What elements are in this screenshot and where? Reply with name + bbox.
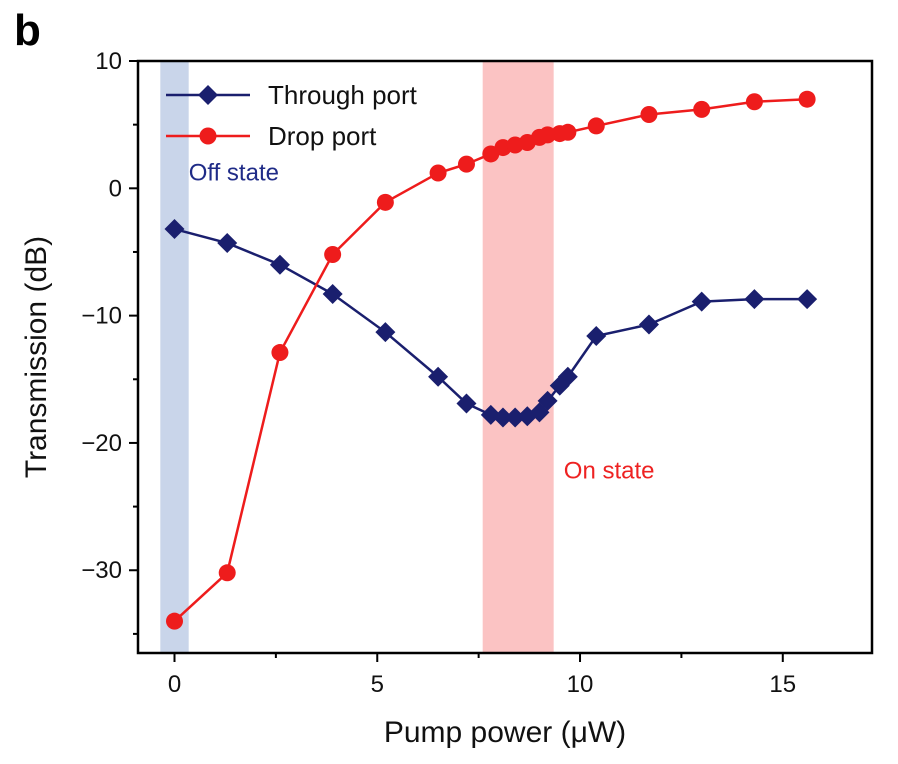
drop-port-point bbox=[165, 612, 183, 630]
legend-diamond-marker bbox=[198, 85, 218, 105]
y-tick-label: 10 bbox=[95, 48, 122, 75]
drop-port-point bbox=[693, 100, 711, 118]
through-port-point bbox=[322, 283, 343, 304]
drop-port-point bbox=[218, 564, 236, 582]
drop-port-point bbox=[429, 164, 447, 182]
x-tick-label: 10 bbox=[567, 671, 594, 698]
through-port-point bbox=[797, 289, 818, 310]
off-state-band bbox=[160, 61, 189, 653]
y-tick-label: −10 bbox=[81, 303, 122, 330]
x-axis-label: Pump power (μW) bbox=[384, 716, 626, 749]
x-tick-label: 15 bbox=[769, 671, 796, 698]
through-port-point bbox=[269, 254, 290, 275]
y-tick-label: 0 bbox=[109, 175, 122, 202]
drop-port-point bbox=[271, 344, 289, 362]
through-port-point bbox=[164, 219, 185, 240]
drop-port-point bbox=[559, 123, 577, 141]
plot-frame bbox=[136, 59, 874, 655]
x-tick-label: 5 bbox=[371, 671, 384, 698]
drop-port-point bbox=[324, 246, 342, 264]
through-port-point bbox=[428, 366, 449, 387]
legend-label: Through port bbox=[268, 80, 418, 110]
through-port-point bbox=[744, 289, 765, 310]
plot-series-group bbox=[164, 90, 818, 630]
through-port-point bbox=[691, 291, 712, 312]
drop-port-point bbox=[376, 193, 394, 211]
on-state-label: On state bbox=[564, 458, 655, 485]
through-port-point bbox=[638, 314, 659, 335]
through-port-point bbox=[537, 390, 558, 411]
through-port-point bbox=[217, 233, 238, 254]
through-port-point bbox=[456, 393, 477, 414]
y-tick-label: −30 bbox=[81, 557, 122, 584]
y-axis-label: Transmission (dB) bbox=[20, 236, 53, 478]
legend-label: Drop port bbox=[268, 121, 377, 151]
drop-port-point bbox=[587, 117, 605, 135]
through-port-point bbox=[586, 325, 607, 346]
drop-port-point bbox=[457, 155, 475, 173]
panel-label: b bbox=[14, 6, 41, 55]
drop-port-point bbox=[745, 93, 763, 111]
legend-circle-marker bbox=[199, 127, 217, 145]
x-tick-label: 0 bbox=[168, 671, 181, 698]
y-tick-label: −20 bbox=[81, 430, 122, 457]
through-port-point bbox=[492, 407, 513, 428]
drop-port-point bbox=[640, 105, 658, 123]
through-port-point bbox=[375, 322, 396, 343]
off-state-label: Off state bbox=[189, 160, 279, 187]
through-port-point bbox=[505, 407, 526, 428]
drop-port-point bbox=[798, 90, 816, 108]
through-port-point bbox=[557, 366, 578, 387]
